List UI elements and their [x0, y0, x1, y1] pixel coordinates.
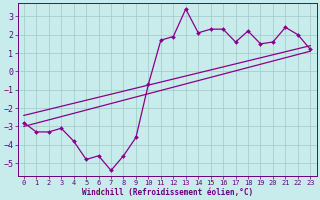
X-axis label: Windchill (Refroidissement éolien,°C): Windchill (Refroidissement éolien,°C) [82, 188, 253, 197]
